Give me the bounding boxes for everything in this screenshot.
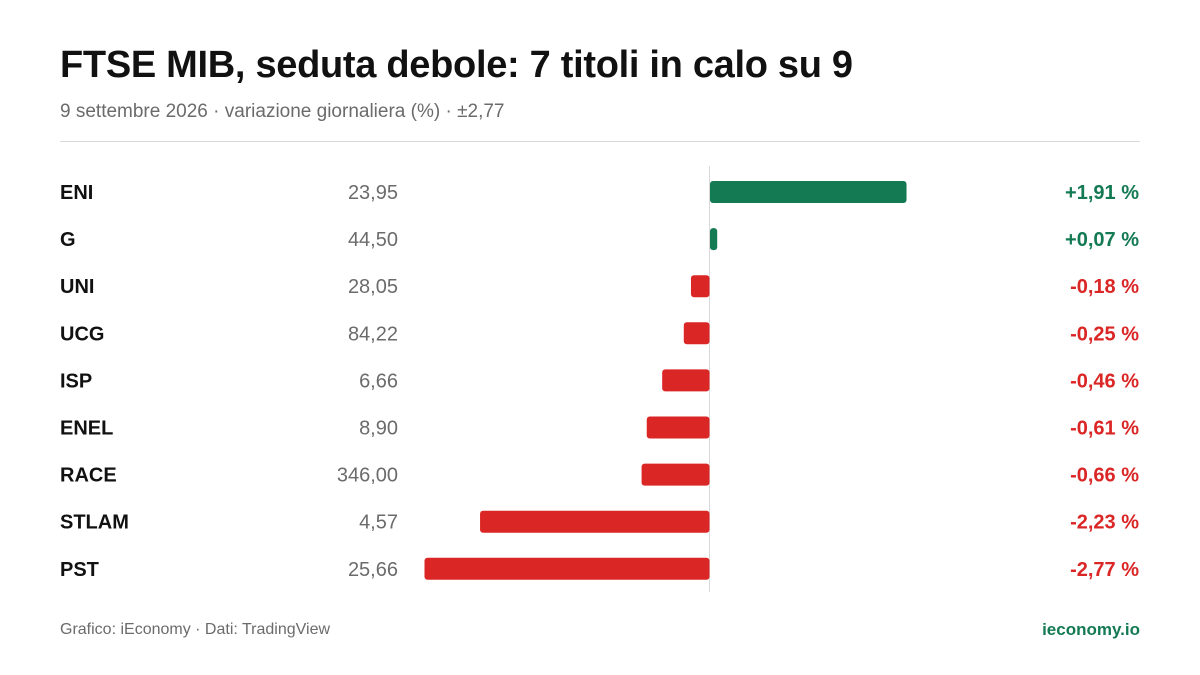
bar-isp xyxy=(662,369,710,392)
header-divider xyxy=(60,141,1140,142)
ticker-label: UNI xyxy=(60,276,94,298)
ticker-label: UCG xyxy=(60,323,104,345)
price-label: 84,22 xyxy=(348,323,398,345)
value-label: +0,07 % xyxy=(1065,229,1139,251)
price-label: 4,57 xyxy=(359,512,398,534)
value-label: -0,25 % xyxy=(1070,323,1139,345)
ticker-label: STLAM xyxy=(60,512,129,534)
price-label: 6,66 xyxy=(359,370,398,392)
bar-ucg xyxy=(683,322,710,345)
brand-link[interactable]: ieconomy.io xyxy=(1042,620,1140,639)
value-label: -2,77 % xyxy=(1070,559,1139,581)
value-label: -0,61 % xyxy=(1070,418,1139,440)
source-credit: Grafico: iEconomy · Dati: TradingView xyxy=(60,621,331,638)
bar-pst xyxy=(424,557,710,580)
value-label: -0,46 % xyxy=(1070,370,1139,392)
price-label: 346,00 xyxy=(337,465,398,487)
value-label: -2,23 % xyxy=(1070,512,1139,534)
bar-g xyxy=(710,228,718,251)
bar-enel xyxy=(646,416,710,439)
ticker-label: RACE xyxy=(60,465,117,487)
value-label: +1,91 % xyxy=(1065,182,1139,204)
bar-eni xyxy=(710,181,907,203)
bar-stlam xyxy=(480,510,710,533)
price-label: 28,05 xyxy=(348,276,398,298)
page-subtitle: 9 settembre 2026 · variazione giornalier… xyxy=(60,101,505,122)
bar-race xyxy=(641,463,710,486)
price-label: 44,50 xyxy=(348,229,398,251)
page-title: FTSE MIB, seduta debole: 7 titoli in cal… xyxy=(60,44,853,86)
ticker-label: ENI xyxy=(60,182,93,204)
bar-uni xyxy=(690,275,710,298)
ticker-label: PST xyxy=(60,559,99,581)
price-label: 8,90 xyxy=(359,418,398,440)
value-label: -0,66 % xyxy=(1070,465,1139,487)
ticker-label: ENEL xyxy=(60,418,113,440)
ticker-label: ISP xyxy=(60,370,92,392)
price-label: 23,95 xyxy=(348,182,398,204)
ticker-label: G xyxy=(60,229,76,251)
price-label: 25,66 xyxy=(348,559,398,581)
value-label: -0,18 % xyxy=(1070,276,1139,298)
